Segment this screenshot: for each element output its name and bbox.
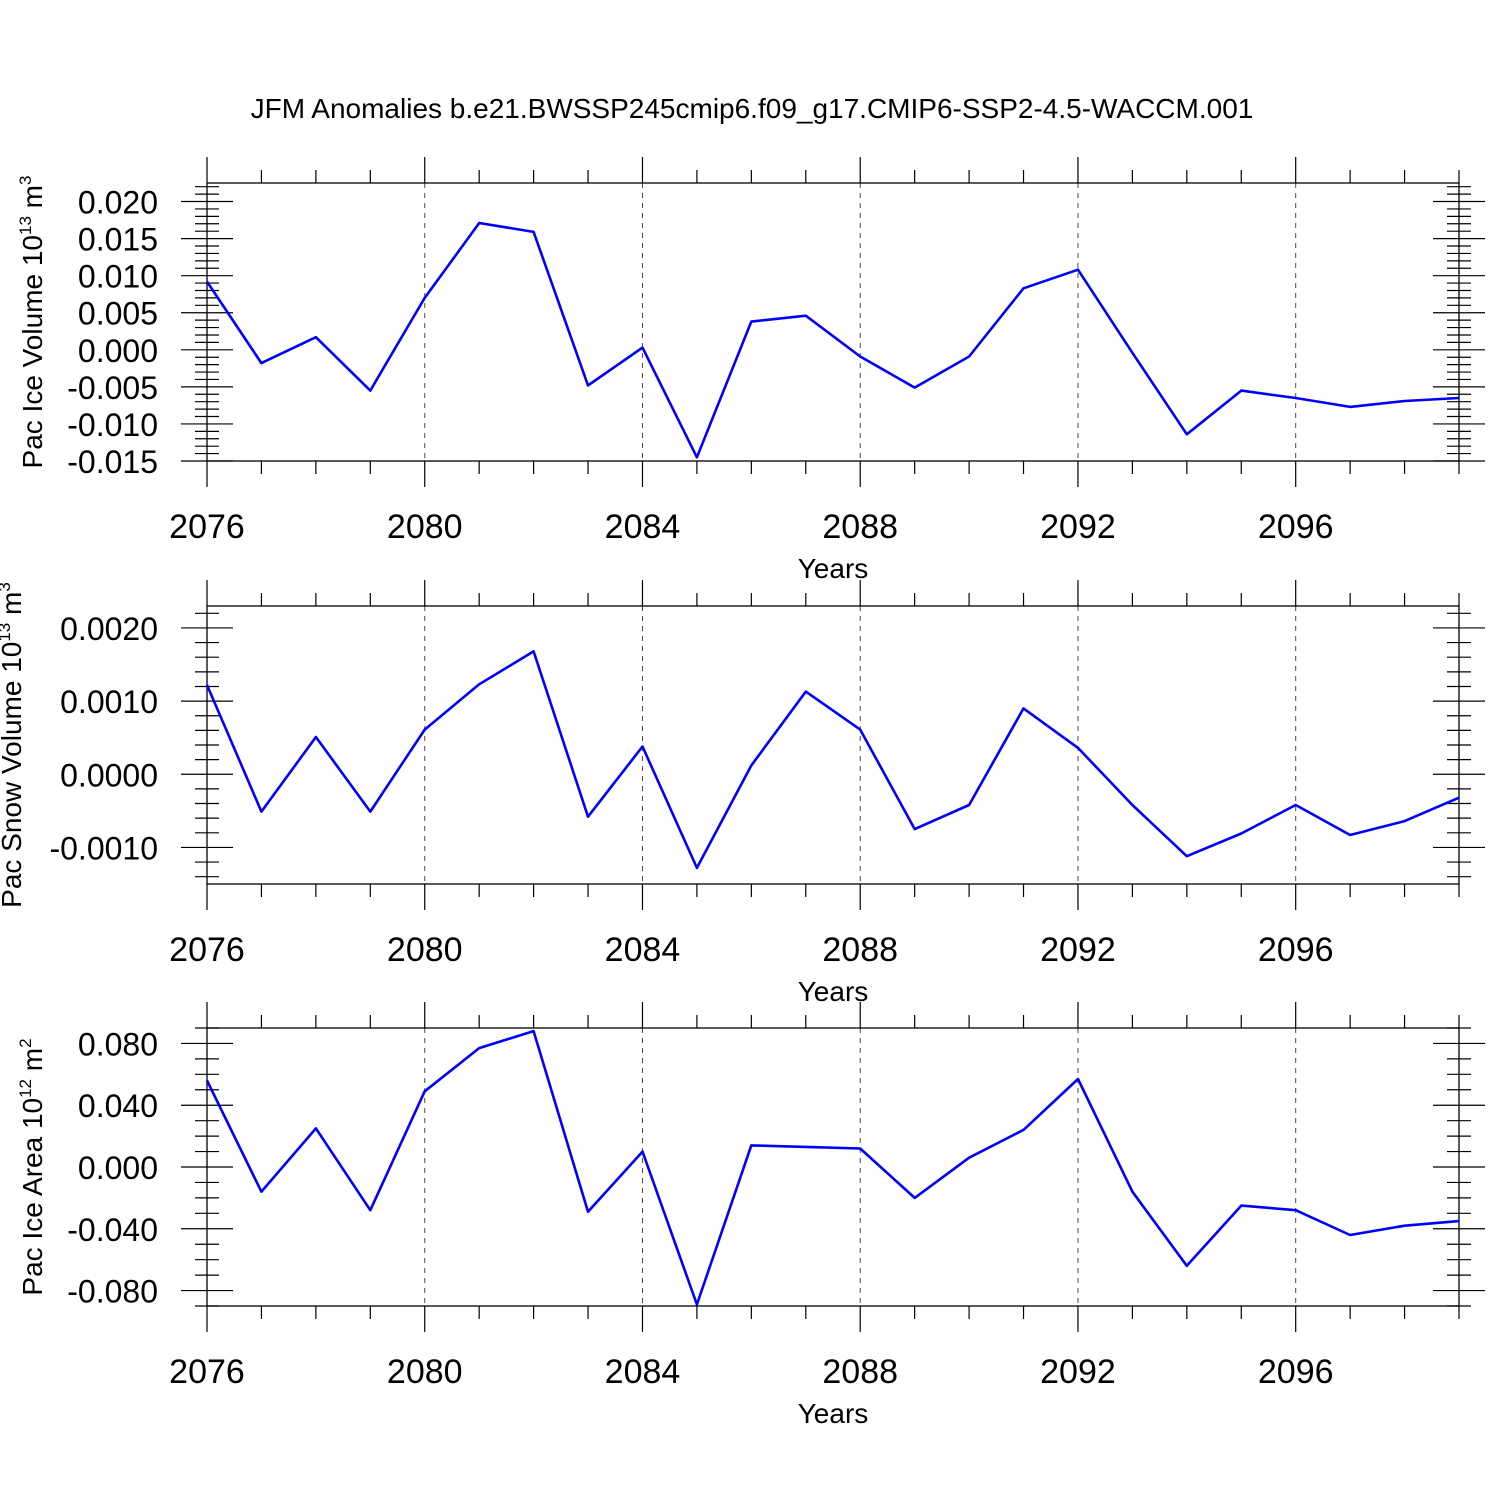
y-tick-label: 0.040 [78,1088,158,1124]
series-line [205,1029,1460,1306]
y-tick-label: -0.005 [67,370,158,406]
y-tick-label: 0.0000 [60,757,158,793]
y-tick-label: 0.000 [78,1150,158,1186]
chart-panel-1: 2076 2080 2084 2088 2092 20960.0200.0150.0100… [16,157,1485,584]
y-tick-label: 0.000 [78,333,158,369]
y-tick-label: -0.010 [67,407,158,443]
y-tick-label: -0.0010 [49,830,158,866]
plot-frame [206,182,1460,462]
y-tick-label: -0.080 [67,1274,158,1310]
x-tick-label: 2088 [822,931,898,969]
x-axis-label: Years [798,1398,869,1429]
x-tick-label: 2080 [387,931,463,969]
y-tick-label: 0.005 [78,296,158,332]
x-tick-label: 2080 [387,508,463,546]
x-tick-label: 2084 [605,1353,681,1391]
y-tick-label: 0.010 [78,259,158,295]
y-tick-label: 0.080 [78,1026,158,1062]
x-tick-label: 2096 [1258,1353,1334,1391]
y-tick-label: 0.020 [78,185,158,221]
x-tick-label: 2088 [822,1353,898,1391]
x-tick-label: 2088 [822,508,898,546]
y-axis-label: Pac Ice Volume 1013 m3 [16,176,48,469]
x-tick-label: 2076 [169,508,245,546]
y-axis-label: Pac Ice Area 1012 m2 [16,1038,48,1295]
y-tick-label: 0.0020 [60,611,158,647]
series-line [205,650,1460,870]
y-tick-label: -0.015 [67,444,158,480]
y-tick-label: 0.0010 [60,684,158,720]
y-tick-label: 0.015 [78,222,158,258]
x-axis-label: Years [798,553,869,584]
x-tick-label: 2092 [1040,931,1116,969]
chart-panel-3: 2076 2080 2084 2088 2092 2096 0.080 0.040 0.000 -… [16,1002,1485,1429]
x-tick-label: 2092 [1040,1353,1116,1391]
x-tick-label: 2092 [1040,508,1116,546]
series-line [205,221,1460,459]
figure-title: JFM Anomalies b.e21.BWSSP245cmip6.f09_g1… [251,93,1254,124]
x-tick-label: 2084 [605,931,681,969]
x-tick-label: 2084 [605,508,681,546]
x-tick-label: 2080 [387,1353,463,1391]
x-tick-label: 2096 [1258,931,1334,969]
x-axis-label: Years [798,976,869,1007]
x-tick-label: 2076 [169,1353,245,1391]
plot-frame [206,605,1460,885]
plot-frame [206,1027,1460,1307]
chart-panel-2: 2076 2080 2084 2088 2092 2096 0.0020 0.0010 0.00… [0,580,1485,1007]
x-tick-label: 2096 [1258,508,1334,546]
x-tick-label: 2076 [169,931,245,969]
y-tick-label: -0.040 [67,1212,158,1248]
y-axis-label: Pac Snow Volume 1013 m3 [0,582,27,908]
